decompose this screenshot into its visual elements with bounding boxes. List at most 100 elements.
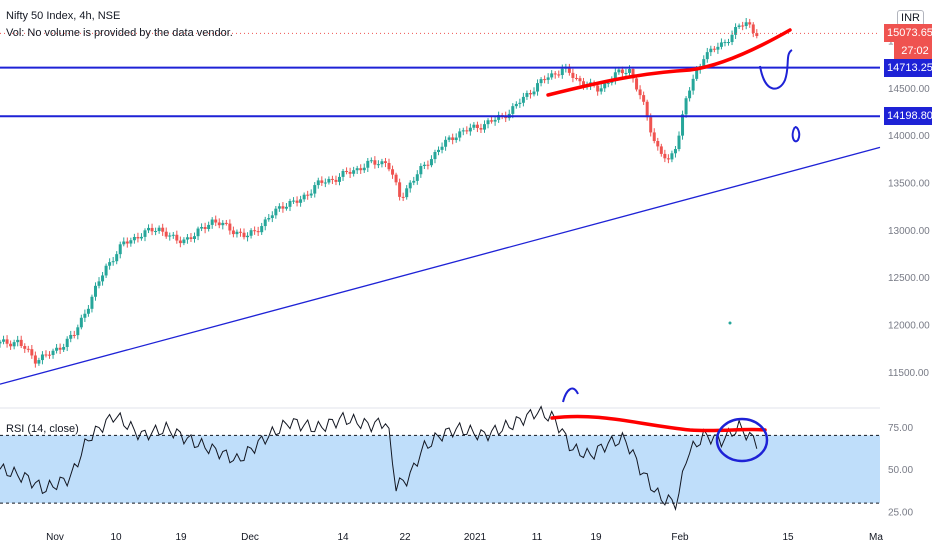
- candle-body: [712, 48, 716, 50]
- candle-body: [316, 180, 320, 186]
- candle-body: [295, 200, 299, 203]
- stray-dot: [728, 321, 732, 325]
- handdrawn-zero-mark[interactable]: [791, 126, 801, 143]
- candle-body: [228, 223, 232, 231]
- candle-body: [125, 241, 129, 244]
- trend-line[interactable]: [0, 146, 881, 385]
- candle-body: [231, 230, 235, 235]
- candle-body: [221, 222, 225, 226]
- candle-body: [369, 160, 373, 162]
- candle-body: [37, 360, 41, 364]
- candle-body: [408, 182, 412, 189]
- candle-body: [642, 95, 646, 102]
- candle-body: [203, 227, 207, 229]
- handdrawn-arrow-mark[interactable]: [562, 387, 579, 403]
- candle-body: [691, 78, 695, 91]
- candle-body: [451, 137, 455, 141]
- candle-body: [171, 234, 175, 236]
- candle-body: [352, 170, 356, 174]
- candle-body: [86, 308, 90, 314]
- handdrawn-check-mark[interactable]: [759, 49, 793, 90]
- candle-body: [578, 78, 582, 82]
- candle-body: [277, 206, 281, 209]
- candle-body: [415, 174, 419, 181]
- candle-body: [567, 66, 571, 73]
- candle-body: [525, 93, 529, 97]
- y-tick-label: 11500.00: [888, 368, 929, 379]
- candle-body: [574, 77, 578, 79]
- resistance-curve[interactable]: [546, 28, 792, 97]
- y-tick-label: 13500.00: [888, 178, 930, 189]
- candle-body: [313, 185, 317, 194]
- candle-body: [224, 222, 228, 224]
- candle-body: [521, 96, 525, 103]
- candle-body: [51, 350, 55, 356]
- candle-body: [193, 236, 197, 240]
- candle-body: [475, 124, 479, 129]
- candle-body: [302, 194, 306, 200]
- y-tick-label: 13000.00: [888, 226, 930, 237]
- candle-body: [479, 128, 483, 130]
- candle-body: [147, 227, 151, 231]
- candle-body: [458, 131, 462, 138]
- price-tag-level2: 14198.80: [884, 107, 932, 126]
- candle-body: [97, 281, 101, 286]
- candle-body: [550, 73, 554, 78]
- candle-body: [737, 25, 741, 28]
- candle-body: [444, 139, 448, 147]
- candle-body: [730, 34, 734, 43]
- candle-body: [659, 146, 663, 154]
- candle-body: [702, 59, 706, 67]
- x-tick-label: 2021: [464, 532, 487, 543]
- candle-body: [288, 200, 292, 207]
- candle-body: [518, 102, 522, 104]
- candle-body: [55, 347, 59, 351]
- candle-body: [387, 162, 391, 170]
- candle-body: [93, 285, 97, 297]
- candle-body: [253, 230, 257, 232]
- y-tick-label: 14500.00: [888, 84, 930, 95]
- candle-body: [168, 235, 172, 237]
- candle-body: [663, 153, 667, 159]
- candle-body: [2, 339, 6, 342]
- candle-body: [490, 120, 494, 122]
- price-tag-last: 15073.65: [884, 24, 932, 43]
- rsi-resistance-curve[interactable]: [550, 414, 767, 433]
- candle-body: [571, 72, 575, 78]
- candle-body: [48, 354, 52, 356]
- candle-body: [638, 89, 642, 96]
- x-tick-label: 19: [590, 532, 602, 543]
- candle-body: [748, 22, 752, 25]
- candle-body: [249, 230, 253, 236]
- candle-body: [299, 199, 303, 203]
- currency-button[interactable]: INR: [897, 10, 924, 26]
- candle-body: [154, 231, 158, 233]
- candle-body: [101, 275, 105, 282]
- candle-body: [645, 101, 649, 118]
- candle-body: [118, 244, 122, 255]
- candle-body: [274, 208, 278, 216]
- candle-body: [270, 215, 274, 219]
- candle-body: [12, 342, 16, 347]
- candle-body: [613, 72, 617, 81]
- candle-body: [723, 42, 727, 44]
- x-tick-label: 19: [175, 532, 187, 543]
- candle-body: [497, 115, 501, 120]
- candle-body: [454, 137, 458, 141]
- candle-body: [649, 117, 653, 133]
- candle-body: [744, 22, 748, 27]
- candle-body: [58, 347, 62, 350]
- candle-body: [673, 149, 677, 154]
- candle-body: [755, 33, 759, 37]
- candle-body: [539, 79, 543, 84]
- candle-body: [323, 182, 327, 184]
- rsi-band: [0, 435, 880, 504]
- x-tick-label: 15: [782, 532, 794, 543]
- candle-body: [337, 176, 341, 182]
- candle-body: [235, 231, 239, 235]
- candle-body: [472, 124, 476, 128]
- rsi-circle-mark[interactable]: [715, 417, 769, 463]
- candle-body: [72, 334, 76, 336]
